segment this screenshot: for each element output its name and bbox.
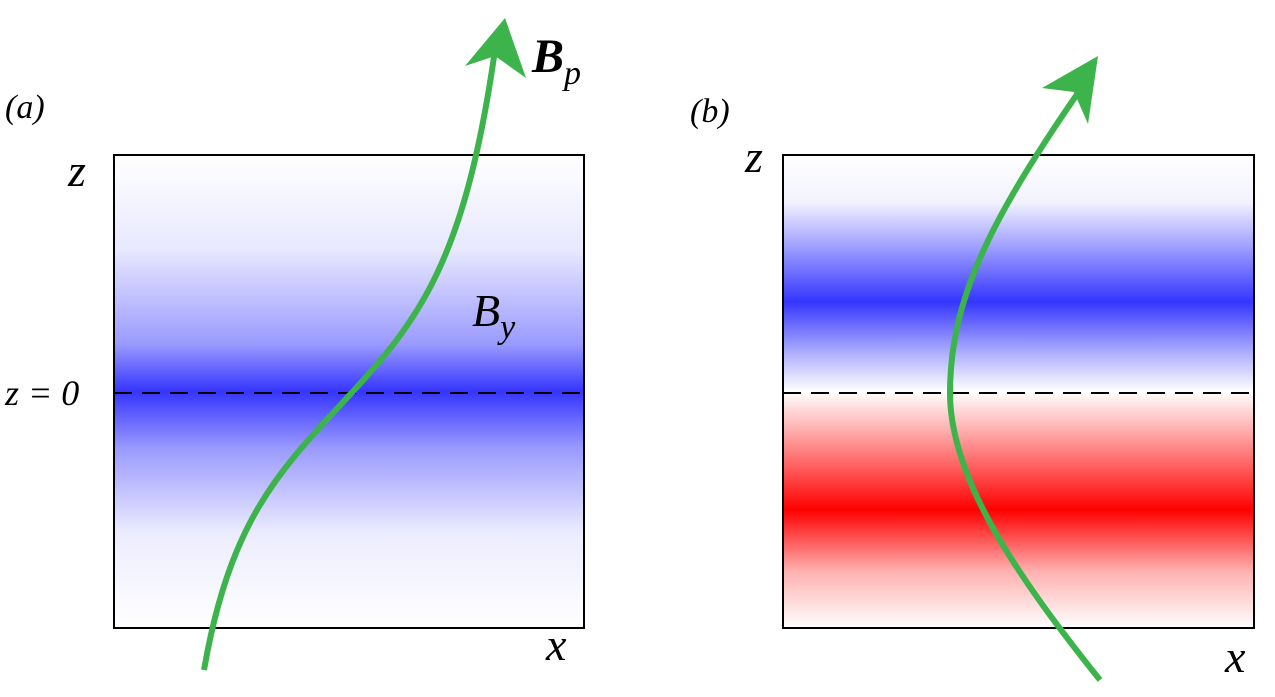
curve-main: B <box>531 30 564 83</box>
panel-b-box <box>782 154 1255 629</box>
curve-label: Bp <box>531 30 581 92</box>
z-label: z <box>744 131 763 182</box>
panel-label: (b) <box>690 93 730 130</box>
x-label: x <box>545 619 567 670</box>
arrowhead <box>465 18 526 78</box>
field-line <box>201 49 498 671</box>
arrowhead <box>1042 56 1098 124</box>
field-main: B <box>472 285 500 336</box>
field-line <box>946 88 1103 682</box>
panel-label: (a) <box>5 89 45 126</box>
field-sub: y <box>497 309 516 346</box>
field-label: By <box>472 285 516 346</box>
z-label: z <box>67 145 86 196</box>
x-label: x <box>1224 631 1246 682</box>
baseline-label: z = 0 <box>4 373 79 413</box>
curve-sub: p <box>562 55 581 92</box>
